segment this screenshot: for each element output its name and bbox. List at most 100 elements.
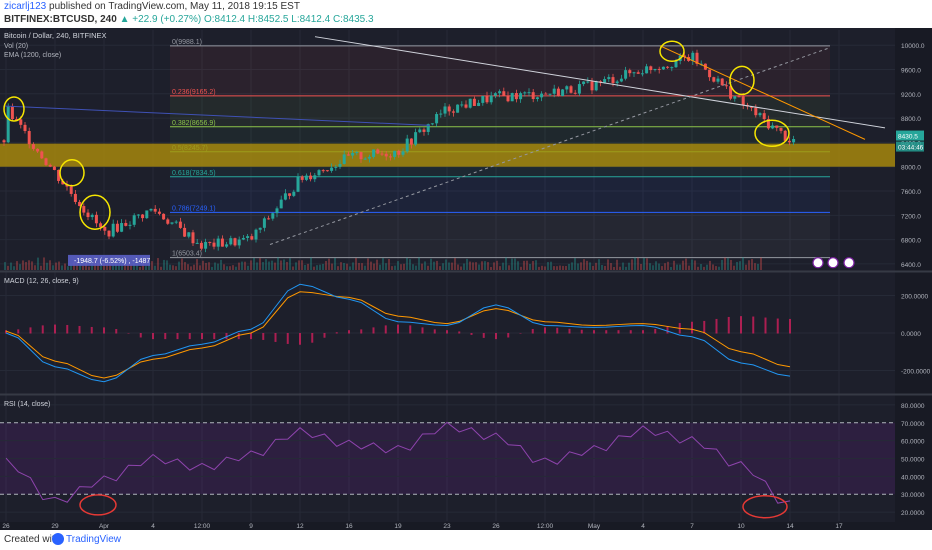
volume-bar	[277, 257, 279, 270]
candle-body	[233, 238, 237, 246]
candle-body	[111, 223, 115, 237]
volume-bar	[334, 258, 336, 270]
macd-histogram-bar	[752, 316, 755, 334]
volume-bar	[274, 262, 276, 270]
candle-body	[283, 193, 287, 200]
price-tick-label: 9600.0	[901, 67, 921, 74]
volume-bar	[340, 262, 342, 270]
volume-bar	[556, 266, 558, 270]
volume-bar	[400, 264, 402, 270]
price-tick-label: 6400.0	[901, 262, 921, 269]
candle-body	[741, 96, 745, 105]
macd-histogram-bar	[127, 333, 130, 334]
trendline-resistance	[314, 36, 886, 129]
volume-bar	[205, 262, 207, 270]
macd-histogram-bar	[90, 326, 93, 334]
volume-bar	[355, 257, 357, 270]
volume-bar	[319, 264, 321, 270]
candle-body	[451, 111, 455, 113]
volume-bar	[367, 258, 369, 270]
volume-bar	[577, 263, 579, 270]
volume-bar	[697, 266, 699, 270]
candle-body	[783, 130, 787, 141]
candle-body	[750, 106, 754, 108]
candle-body	[477, 102, 481, 106]
volume-bar	[382, 258, 384, 270]
macd-tick-label: 0.0000	[901, 331, 921, 338]
candle-body	[708, 69, 712, 78]
candle-body	[288, 193, 292, 196]
candle-body	[338, 163, 342, 167]
ema-line	[3, 105, 431, 126]
candle-body	[6, 106, 10, 143]
volume-bar	[175, 266, 177, 270]
volume-bar	[610, 263, 612, 270]
candle-body	[468, 98, 472, 108]
volume-bar	[568, 263, 570, 270]
fib-level-label: 0.236(9165.2)	[172, 89, 216, 96]
candle-body	[136, 214, 140, 216]
candle-body	[346, 154, 350, 156]
volume-bar	[430, 258, 432, 270]
volume-bar	[520, 266, 522, 270]
tradingview-link[interactable]: TradingView	[66, 534, 122, 545]
candle-body	[82, 206, 86, 213]
volume-bar	[55, 262, 57, 270]
highlight-circle	[659, 40, 685, 63]
candle-body	[498, 91, 502, 94]
volume-bar	[370, 261, 372, 270]
volume-bar	[151, 261, 153, 270]
candle-body	[309, 175, 313, 180]
volume-bar	[463, 263, 465, 270]
candle-body	[766, 119, 770, 129]
volume-bar	[511, 258, 513, 270]
candle-body	[250, 236, 254, 240]
candle-body	[388, 156, 392, 158]
highlight-circle	[59, 159, 85, 187]
volume-bar	[496, 260, 498, 270]
volume-bar	[184, 262, 186, 270]
volume-bar	[157, 258, 159, 270]
candle-body	[317, 170, 321, 176]
volume-bar	[535, 260, 537, 270]
candle-body	[792, 139, 796, 143]
macd-histogram-bar	[335, 332, 338, 334]
macd-histogram-bar	[556, 327, 559, 334]
candle-body	[31, 144, 35, 149]
candle-body	[372, 149, 376, 157]
rsi-tick-label: 40.0000	[901, 474, 925, 481]
candle-body	[556, 88, 560, 97]
volume-bar	[250, 260, 252, 270]
volume-bar	[622, 262, 624, 270]
candle-body	[170, 222, 174, 224]
volume-bar	[37, 257, 39, 270]
last-price-label: 8430.5	[898, 134, 918, 141]
volume-bar	[433, 261, 435, 270]
volume-bar	[619, 266, 621, 270]
volume-bar	[637, 257, 639, 270]
volume-bar	[172, 265, 174, 270]
publish-line: zicarlj123 published on TradingView.com,…	[4, 1, 300, 12]
macd-histogram-bar	[470, 333, 473, 335]
symbol-label: BITFINEX:BTCUSD, 240	[4, 14, 117, 25]
candle-body	[456, 104, 460, 113]
volume-bar	[559, 265, 561, 270]
author-link[interactable]: zicarlj123	[4, 1, 47, 12]
volume-bar	[385, 263, 387, 270]
volume-bar	[661, 266, 663, 270]
chart-canvas[interactable]: 10000.09600.09200.08800.08400.08000.0760…	[0, 28, 932, 530]
macd-histogram-bar	[115, 329, 118, 334]
volume-bar	[592, 265, 594, 270]
candle-body	[246, 236, 250, 238]
candle-body	[603, 79, 607, 83]
price-tick-label: 7600.0	[901, 189, 921, 196]
candle-body	[86, 212, 90, 218]
macd-histogram-bar	[580, 329, 583, 334]
macd-histogram-bar	[262, 333, 265, 340]
candle-body	[535, 97, 539, 100]
rsi-highlight-circle	[79, 494, 117, 516]
candle-body	[2, 140, 6, 143]
volume-bar	[601, 264, 603, 270]
volume-bar	[409, 259, 411, 270]
volume-bar	[307, 263, 309, 270]
